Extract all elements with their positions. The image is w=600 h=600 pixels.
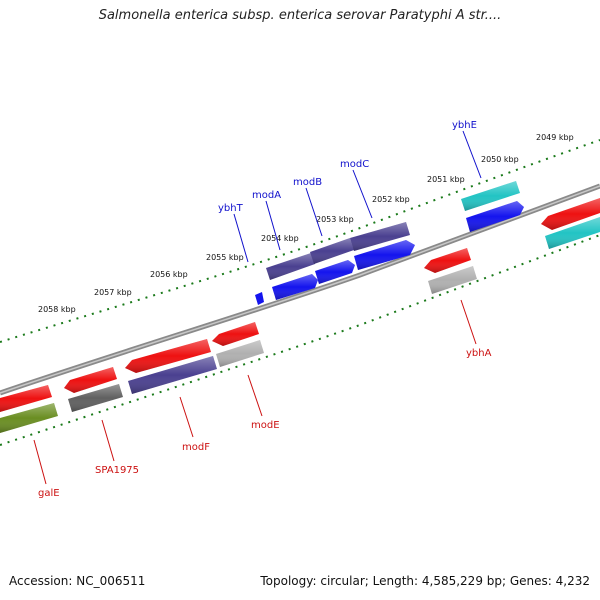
scale-labels: 2058 kbp 2057 kbp 2056 kbp 2055 kbp 2054… <box>38 133 574 314</box>
gene-label-modF: modF <box>182 442 210 453</box>
map-title: Salmonella enterica subsp. enterica sero… <box>98 8 502 23</box>
scale-label: 2054 kbp <box>261 234 299 243</box>
gene-label-modC: modC <box>340 159 369 170</box>
reverse-gene-labels: galE SPA1975 modF modE ybhA <box>38 348 492 499</box>
scale-label: 2056 kbp <box>150 270 188 279</box>
genome-summary: Topology: circular; Length: 4,585,229 bp… <box>260 574 590 588</box>
gene-right-edge[interactable] <box>541 198 600 249</box>
gene-label-ybhT: ybhT <box>218 203 244 214</box>
gene-label-SPA1975: SPA1975 <box>95 465 139 476</box>
gene-ybhT[interactable] <box>255 292 264 305</box>
scale-ring-outer <box>0 139 600 343</box>
scale-label: 2057 kbp <box>94 288 132 297</box>
gene-galE[interactable] <box>0 385 58 433</box>
scale-label: 2049 kbp <box>536 133 574 142</box>
gene-modE[interactable] <box>212 322 264 367</box>
scale-label: 2052 kbp <box>372 195 410 204</box>
gene-modC[interactable] <box>350 222 415 270</box>
gene-modB[interactable] <box>310 238 355 284</box>
reverse-genes <box>0 198 600 433</box>
scale-label: 2053 kbp <box>316 215 354 224</box>
scale-label: 2055 kbp <box>206 253 244 262</box>
gene-label-ybhA: ybhA <box>466 348 492 359</box>
gene-label-ybhE: ybhE <box>452 120 477 131</box>
gene-label-modA: modA <box>252 190 281 201</box>
gene-modA[interactable] <box>266 253 318 300</box>
leader-lines <box>33 130 482 485</box>
scale-label: 2058 kbp <box>38 305 76 314</box>
gene-ybhE[interactable] <box>461 181 524 232</box>
gene-ybhA[interactable] <box>424 248 477 294</box>
scale-label: 2051 kbp <box>427 175 465 184</box>
gene-SPA1975[interactable] <box>64 367 123 412</box>
gene-label-galE: galE <box>38 488 60 499</box>
gene-modF[interactable] <box>125 339 217 394</box>
scale-label: 2050 kbp <box>481 155 519 164</box>
gene-label-modB: modB <box>293 177 322 188</box>
forward-genes <box>255 181 524 305</box>
accession-text: Accession: NC_006511 <box>9 574 146 588</box>
gene-label-modE: modE <box>251 420 280 431</box>
forward-gene-labels: ybhT modA modB modC ybhE <box>218 120 477 214</box>
